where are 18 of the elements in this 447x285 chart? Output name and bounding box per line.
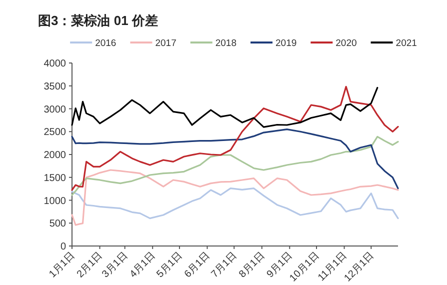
legend-label: 2018 (215, 38, 236, 49)
y-tick-label: 500 (49, 218, 66, 230)
legend-label: 2019 (276, 38, 297, 49)
x-tick-label: 1月1日 (47, 250, 78, 280)
y-tick-label: 2000 (44, 150, 66, 161)
y-tick-label: 1500 (44, 172, 66, 184)
x-tick-label: 8月1日 (237, 250, 267, 280)
y-tick-label: 3500 (44, 81, 66, 92)
legend-label: 2020 (336, 38, 357, 49)
legend-label: 2016 (95, 38, 116, 49)
y-tick-label: 2500 (44, 127, 66, 138)
y-tick-label: 3000 (44, 104, 66, 116)
legend-label: 2017 (155, 38, 176, 49)
y-tick-label: 4000 (44, 58, 66, 70)
y-tick-label: 0 (60, 242, 66, 252)
legend-label: 2021 (396, 38, 417, 49)
y-tick-label: 1000 (44, 196, 66, 207)
chart-title: 图3：菜棕油 01 价差 (38, 13, 158, 28)
